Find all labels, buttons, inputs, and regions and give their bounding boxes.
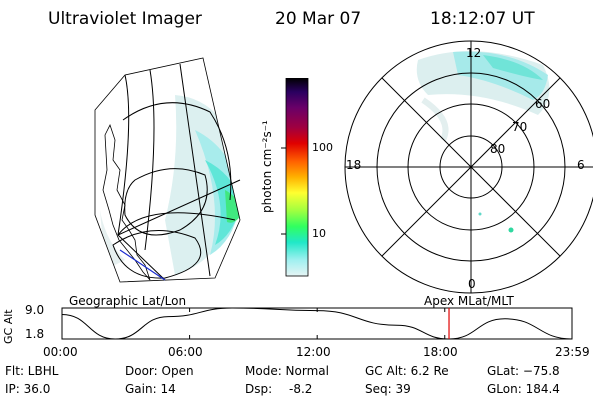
orbit-x-tick-0600: 06:00 <box>168 345 203 359</box>
colorbar <box>281 78 309 277</box>
colorbar-tick-label-100: 100 <box>312 141 333 154</box>
date-label: 20 Mar 07 <box>275 9 362 29</box>
orbit-y-tick-9: 9.0 <box>25 303 45 317</box>
polar-grid <box>344 40 593 294</box>
geographic-label: Geographic Lat/Lon <box>69 294 187 308</box>
coastline <box>102 123 151 281</box>
door-field: Door: Open <box>125 364 194 378</box>
orbit-series-line <box>61 307 573 340</box>
apex-label: Apex MLat/MLT <box>424 294 514 308</box>
orbit-y-tick-1.8: 1.8 <box>25 327 45 341</box>
orbit-altitude-chart <box>61 307 573 340</box>
filter-field: Flt: LBHL <box>5 364 59 378</box>
polar-plot <box>344 40 593 294</box>
orbit-x-tick-1200: 12:00 <box>296 345 331 359</box>
time-label: 18:12:07 UT <box>430 9 535 29</box>
mlt-label-12: 12 <box>466 46 482 60</box>
glon-field: GLon: 184.4 <box>487 382 560 396</box>
dsp-field-label: Dsp: <box>245 382 273 396</box>
colorbar-gradient <box>285 78 309 277</box>
colorbar-tick-label-10: 10 <box>312 227 326 240</box>
orbit-y-label: GC Alt <box>2 309 15 344</box>
terminator-line <box>119 249 166 281</box>
dsp-field-value: -8.2 <box>289 382 313 396</box>
orbit-x-tick-2359: 23:59 <box>555 345 590 359</box>
seq-field: Seq: 39 <box>365 382 411 396</box>
colorbar-unit-label: photon cm⁻²s⁻¹ <box>260 120 274 213</box>
mlat-label-60: 60 <box>535 97 551 111</box>
mlt-label-18: 18 <box>346 158 362 172</box>
mlt-label-0: 0 <box>468 277 476 291</box>
aurora-emission-polar <box>416 51 550 233</box>
aurora-emission-geo <box>100 95 240 275</box>
mode-field: Mode: Normal <box>245 364 329 378</box>
ip-field: IP: 36.0 <box>5 382 51 396</box>
mlt-label-6: 6 <box>577 158 585 172</box>
orbit-x-tick-1800: 18:00 <box>423 345 458 359</box>
geo-grid <box>94 57 241 283</box>
orbit-plot-frame <box>61 307 573 340</box>
instrument-title: Ultraviolet Imager <box>48 9 202 29</box>
geographic-map <box>94 57 241 283</box>
orbit-x-tick-0000: 00:00 <box>43 345 78 359</box>
mlat-label-80: 80 <box>490 142 506 156</box>
orbit-x-axis <box>61 308 573 339</box>
mlat-label-70: 70 <box>512 120 528 134</box>
gc-alt-field: GC Alt: 6.2 Re <box>365 364 449 378</box>
gain-field: Gain: 14 <box>125 382 176 396</box>
glat-field: GLat: −75.8 <box>487 364 560 378</box>
